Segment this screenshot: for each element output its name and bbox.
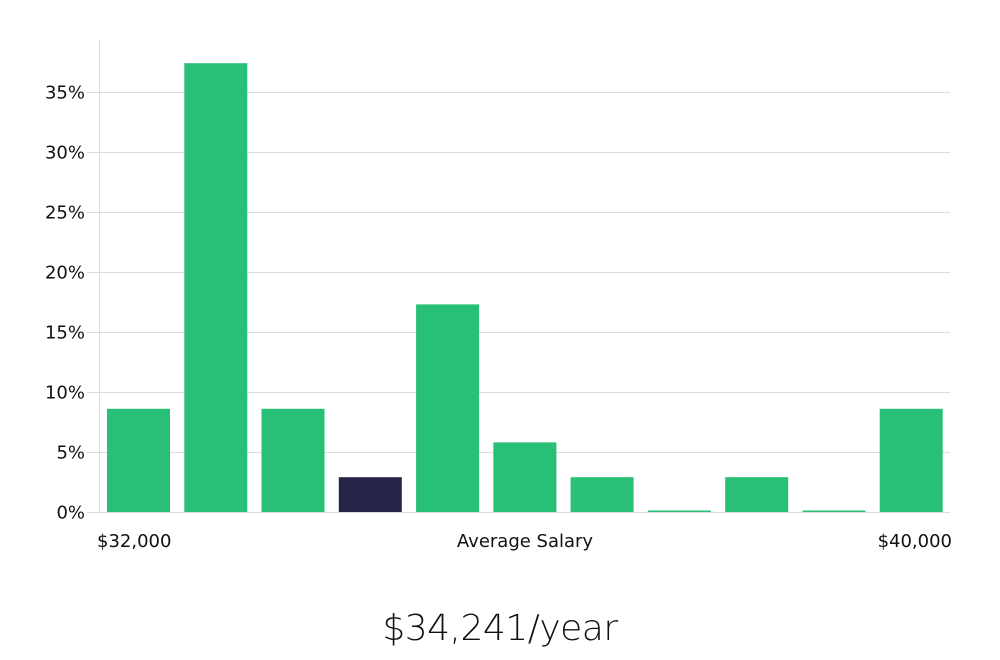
histogram-bar	[493, 442, 557, 512]
y-tick-label: 10%	[45, 383, 85, 404]
y-tick-label: 15%	[45, 323, 85, 344]
y-tick-label: 5%	[56, 443, 85, 464]
histogram-bar	[725, 477, 789, 512]
histogram-bar	[261, 408, 325, 512]
histogram-bar	[802, 510, 866, 512]
average-salary-value: $34,241/year	[382, 608, 618, 649]
histogram-bar	[647, 510, 711, 512]
salary-histogram: 0% 5% 10% 15% 20% 25% 30% 35% $32,000 Average S…	[45, 40, 952, 552]
histogram-bar	[416, 304, 480, 512]
y-tick-label: 20%	[45, 263, 85, 284]
histogram-bar	[184, 63, 248, 512]
histogram-bar	[570, 477, 634, 512]
y-tick-label: 35%	[45, 83, 85, 104]
histogram-bar	[879, 408, 943, 512]
x-max-label: $40,000	[878, 531, 952, 552]
histogram-bar-highlighted	[338, 477, 402, 512]
y-tick-label: 30%	[45, 143, 85, 164]
x-min-label: $32,000	[97, 531, 171, 552]
histogram-bar	[107, 408, 170, 512]
y-tick-label: 25%	[45, 203, 85, 224]
histogram-svg: 0% 5% 10% 15% 20% 25% 30% 35% $32,000 Average S…	[45, 40, 952, 552]
y-tick-label: 0%	[56, 503, 85, 524]
x-axis-title: Average Salary	[457, 531, 594, 552]
